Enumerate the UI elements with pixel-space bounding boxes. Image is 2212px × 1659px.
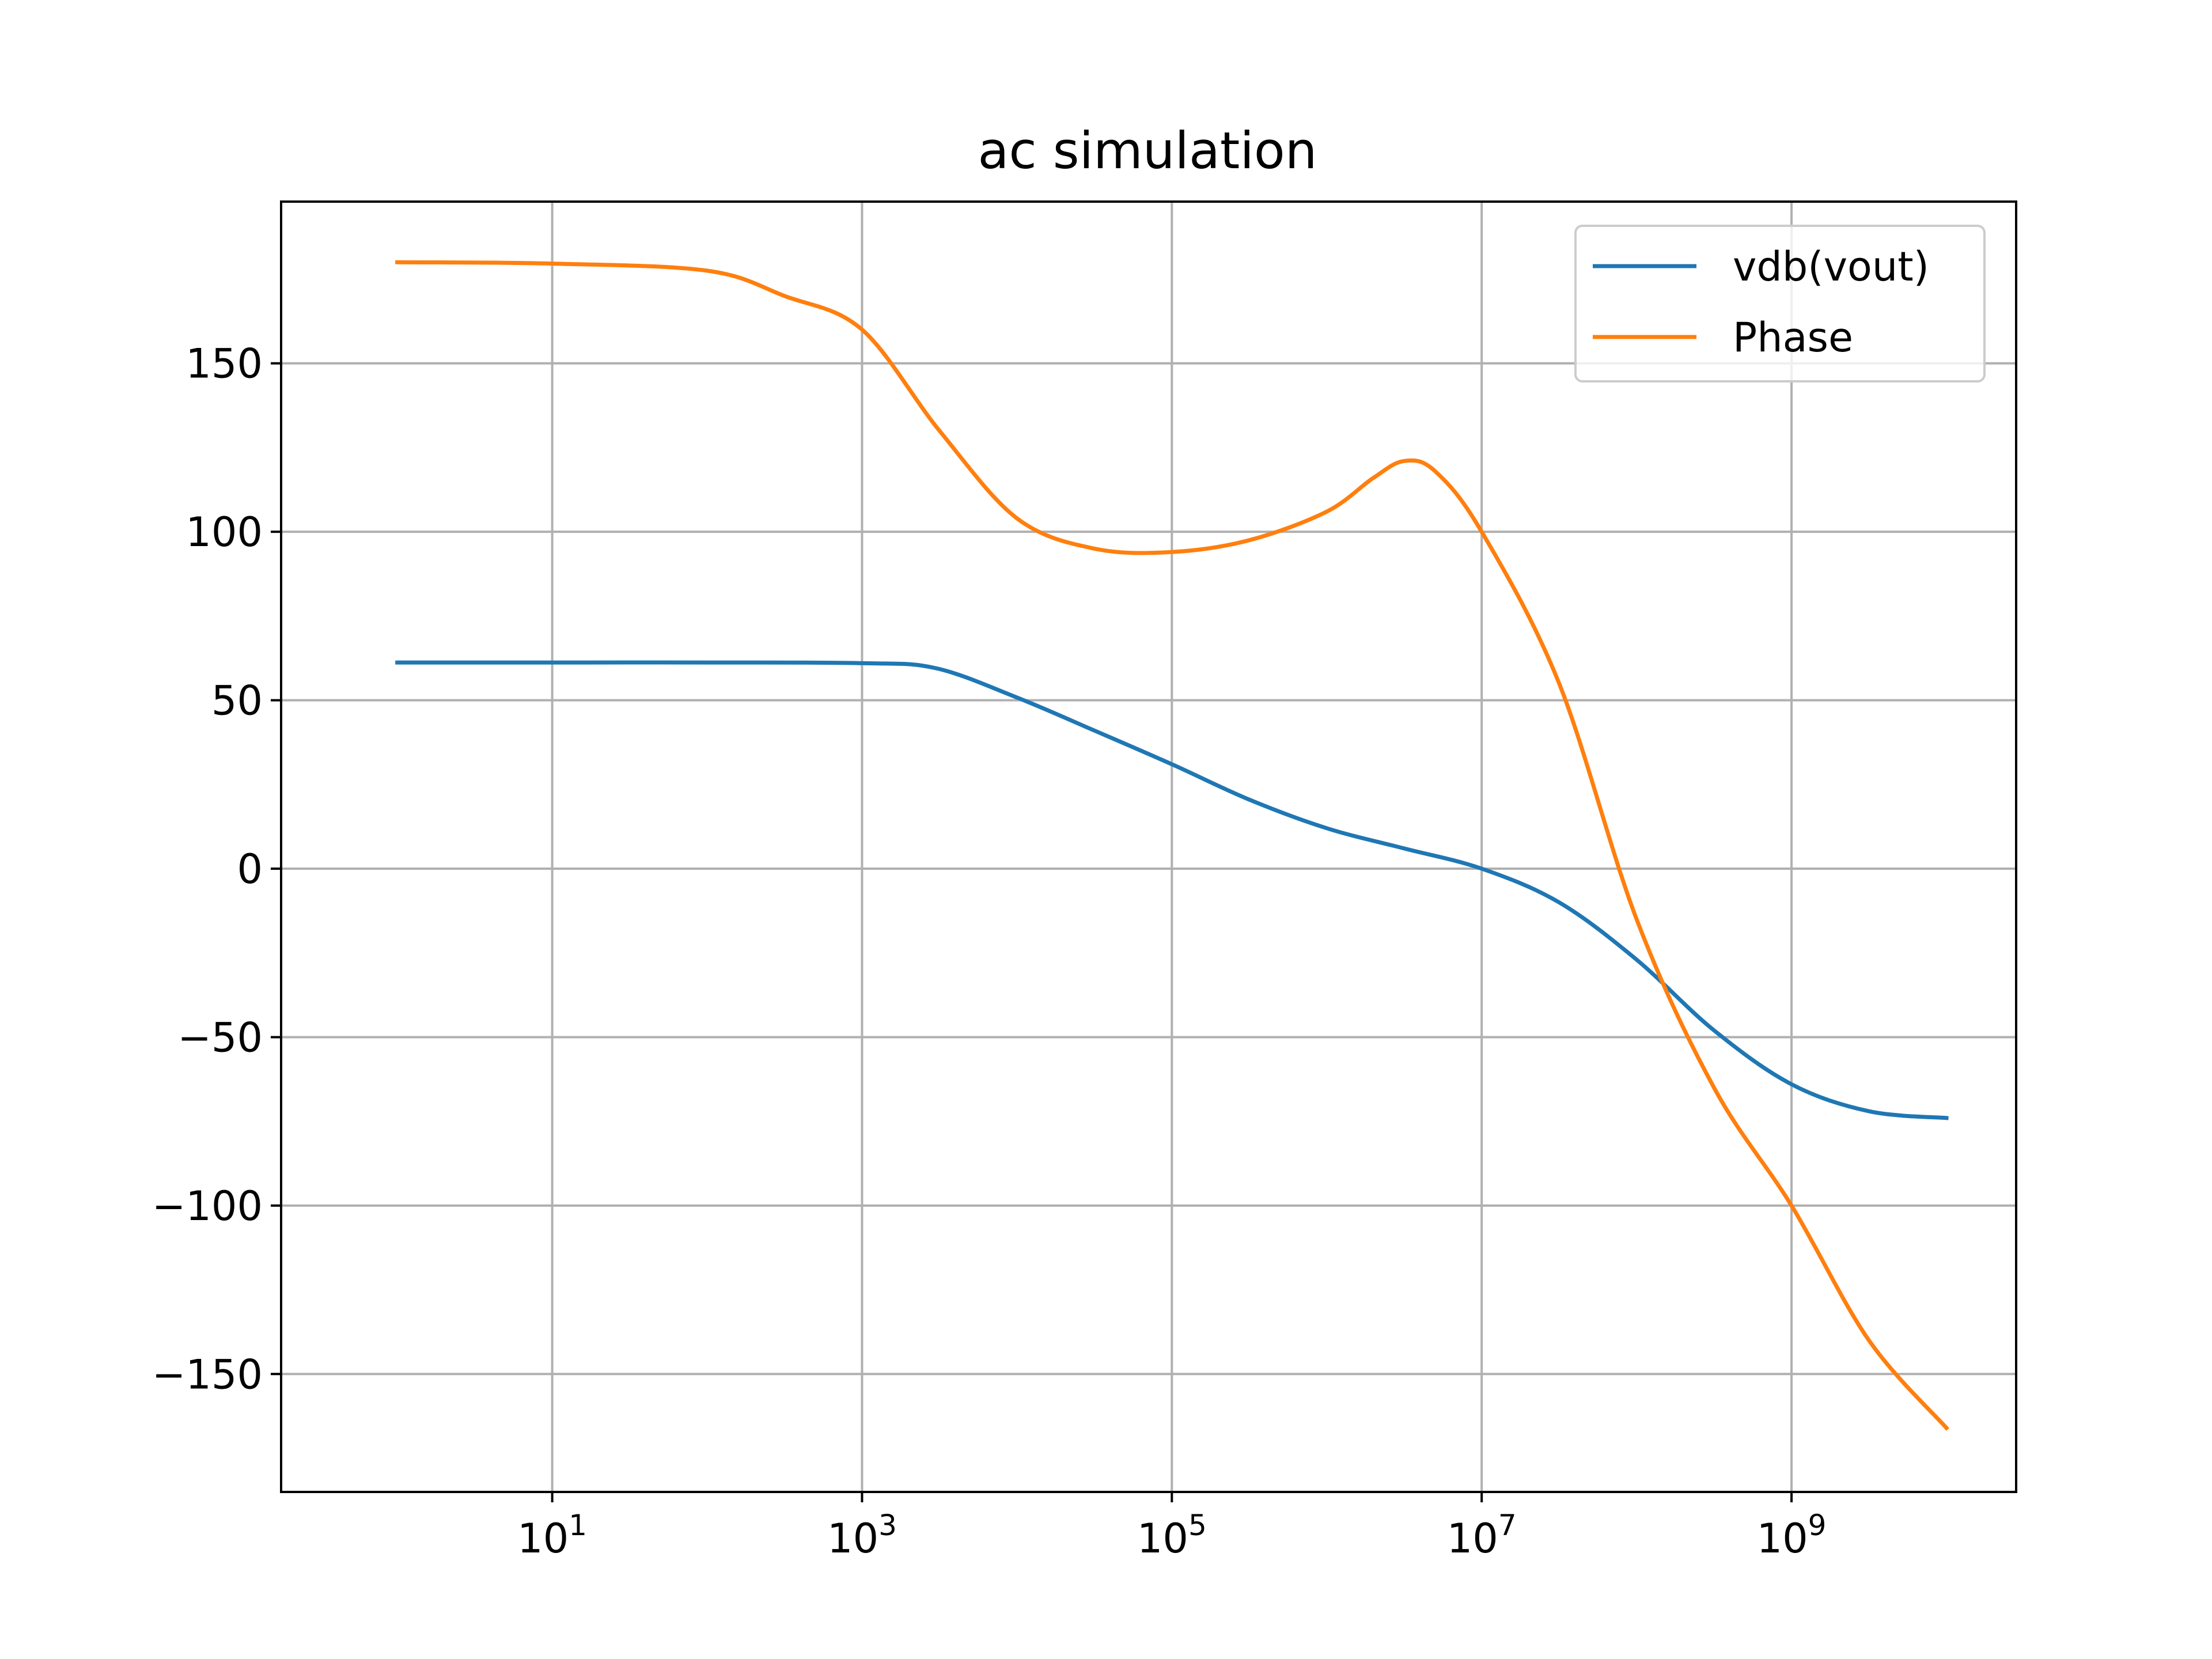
x-tick-label: 109 xyxy=(1757,1509,1827,1562)
series-line-vdb-vout xyxy=(395,660,1949,1120)
x-tick-label: 107 xyxy=(1447,1509,1517,1562)
x-tick-label: 105 xyxy=(1137,1509,1207,1562)
legend-label: Phase xyxy=(1733,314,1853,361)
x-tick-base: 10 xyxy=(1137,1515,1188,1562)
series-line-phase xyxy=(395,260,1949,1431)
chart-title: ac simulation xyxy=(978,121,1317,180)
x-tick-base: 10 xyxy=(1447,1515,1498,1562)
x-tick-exponent: 3 xyxy=(878,1509,897,1542)
x-tick-exponent: 7 xyxy=(1498,1509,1517,1542)
y-tick-label: −150 xyxy=(152,1351,263,1398)
x-tick-label: 101 xyxy=(517,1509,587,1562)
x-tick-exponent: 9 xyxy=(1808,1509,1827,1542)
x-tick-exponent: 1 xyxy=(569,1509,587,1542)
series-layer xyxy=(395,260,1949,1431)
x-tick-label: 103 xyxy=(827,1509,897,1562)
x-tick-base: 10 xyxy=(827,1515,878,1562)
y-tick-label: 50 xyxy=(211,677,263,725)
y-tick-label: 150 xyxy=(185,340,263,388)
y-tick-label: 100 xyxy=(185,509,263,556)
x-tick-base: 10 xyxy=(1757,1515,1808,1562)
x-tick-base: 10 xyxy=(517,1515,569,1562)
legend-label: vdb(vout) xyxy=(1733,243,1929,290)
y-tick-label: −100 xyxy=(152,1183,263,1230)
x-tick-exponent: 5 xyxy=(1188,1509,1207,1542)
y-tick-label: 0 xyxy=(237,846,263,893)
plot-frame xyxy=(280,200,2017,1493)
legend: vdb(vout) Phase xyxy=(1574,225,1986,382)
y-tick-label: −50 xyxy=(177,1014,263,1061)
grid xyxy=(281,202,2016,1492)
